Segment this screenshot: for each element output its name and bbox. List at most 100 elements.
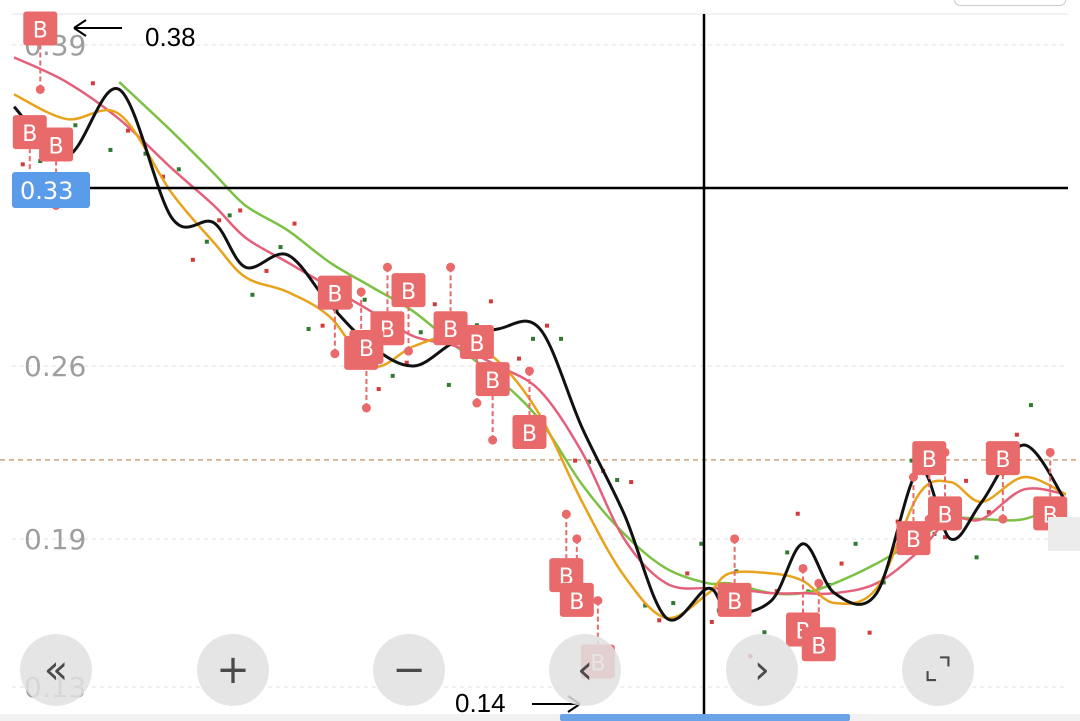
zoom-in-button[interactable]: + — [197, 634, 269, 706]
double-chevron-left-icon: « — [43, 647, 69, 693]
fullscreen-icon: ⌞⌝ — [923, 652, 953, 687]
fullscreen-button[interactable]: ⌞⌝ — [902, 634, 974, 706]
price-dot — [418, 330, 423, 335]
marker-label: B — [327, 283, 342, 308]
price-dot — [986, 510, 991, 515]
minus-icon: − — [392, 647, 426, 693]
marker-dot — [561, 509, 571, 519]
marker-dot — [330, 349, 340, 359]
marker-label: B — [811, 634, 826, 659]
marker-box — [317, 275, 352, 310]
price-dot — [404, 360, 409, 365]
marker-box — [512, 414, 547, 449]
scrollbar-thumb[interactable] — [560, 714, 850, 721]
price-dot — [895, 519, 900, 524]
price-dot — [20, 162, 25, 167]
price-dot — [176, 167, 181, 172]
price-dot — [587, 459, 592, 464]
marker-label: B — [937, 503, 952, 528]
chevron-left-icon: ‹ — [577, 647, 593, 693]
price-dot — [785, 550, 790, 555]
marker-box — [475, 362, 510, 397]
price-dot — [909, 458, 914, 463]
marker-box — [559, 582, 594, 617]
price-dot — [709, 619, 714, 624]
price-dot — [516, 356, 521, 361]
marker-label: B — [906, 528, 921, 553]
price-dot — [390, 373, 395, 378]
scroll-right-button[interactable]: › — [726, 634, 798, 706]
jump-to-start-button[interactable]: « — [20, 634, 92, 706]
marker-box — [391, 273, 426, 308]
marker-label: B — [359, 337, 374, 362]
price-dot — [657, 618, 662, 623]
buy-marker: B — [391, 273, 426, 356]
scatter-dots — [20, 81, 1061, 659]
price-dot — [73, 123, 78, 128]
price-dot — [292, 221, 297, 226]
buy-marker: B — [317, 275, 352, 359]
marker-dot — [361, 403, 371, 413]
buy-marker: B — [985, 441, 1020, 524]
marker-box — [896, 521, 931, 556]
price-dot — [90, 81, 95, 86]
price-dot — [217, 218, 222, 223]
marker-box — [433, 311, 468, 346]
top-right-button[interactable] — [954, 0, 1066, 6]
marker-dot — [446, 262, 456, 272]
price-dot — [432, 302, 437, 307]
y-tick-label: 0.19 — [24, 523, 86, 556]
marker-dot — [572, 534, 582, 544]
price-dot — [376, 387, 381, 392]
price-dot — [250, 292, 255, 297]
marker-box — [912, 441, 947, 476]
marker-dot — [356, 287, 366, 297]
price-dot — [881, 580, 886, 585]
price-dot — [853, 541, 858, 546]
price-dot — [974, 555, 979, 560]
price-dot — [161, 174, 166, 179]
buy-markers: BBBBBBBBBBBBBBBBBBBBBBB — [12, 11, 1068, 679]
marker-dot — [593, 596, 603, 606]
series-line — [12, 87, 1068, 622]
max-annotation-label: 0.38 — [145, 22, 196, 52]
price-dot — [964, 478, 969, 483]
buy-marker: B — [23, 11, 58, 94]
price-dot — [204, 239, 209, 244]
marker-label: B — [995, 448, 1010, 473]
buy-marker: B — [912, 441, 947, 524]
price-dot — [227, 213, 232, 218]
crosshair-value-badge — [12, 172, 90, 208]
marker-label: B — [443, 318, 458, 343]
marker-dot — [924, 514, 934, 524]
price-dot — [839, 561, 844, 566]
price-dot — [629, 480, 634, 485]
price-dot — [573, 458, 578, 463]
marker-label: B — [727, 590, 742, 615]
scroll-left-button[interactable]: ‹ — [549, 634, 621, 706]
price-dot — [685, 571, 690, 576]
price-dot — [190, 257, 195, 262]
marker-box — [349, 329, 384, 364]
marker-dot — [35, 84, 45, 94]
marker-label: B — [522, 422, 537, 447]
chevron-right-icon: › — [754, 647, 770, 693]
zoom-out-button[interactable]: − — [373, 634, 445, 706]
time-scrollbar[interactable] — [0, 714, 1080, 721]
max-arrow-head — [73, 19, 87, 37]
buy-marker: B — [475, 362, 510, 445]
min-annotation-label: 0.14 — [455, 688, 506, 718]
price-dot — [238, 208, 243, 213]
marker-label: B — [49, 135, 64, 160]
price-dot — [762, 630, 767, 635]
marker-label: B — [380, 318, 395, 343]
right-edge-handle[interactable] — [1048, 517, 1080, 551]
buy-marker: B — [896, 472, 931, 556]
price-dot — [795, 511, 800, 516]
marker-label: B — [33, 18, 48, 43]
marker-dot — [404, 346, 413, 356]
buy-marker: B — [717, 534, 752, 617]
marker-label: B — [401, 280, 416, 305]
marker-box — [717, 582, 752, 617]
